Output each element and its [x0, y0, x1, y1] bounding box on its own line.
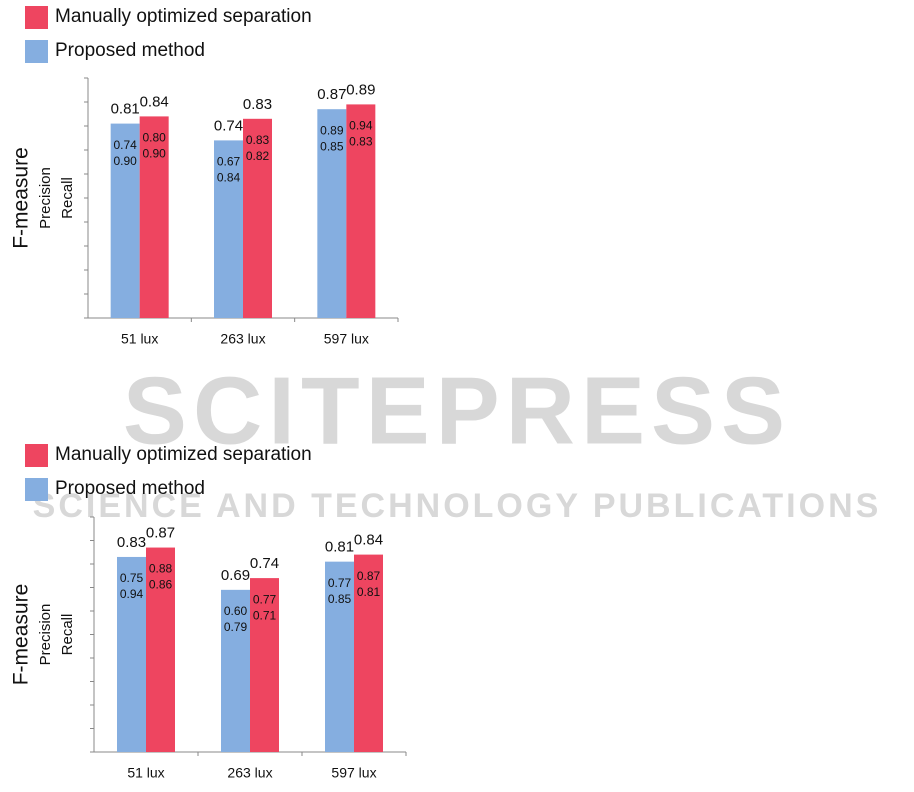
watermark-title: SCITEPRESS: [123, 357, 791, 464]
precision-label: 0.83: [246, 133, 270, 147]
precision-label: 0.74: [113, 138, 137, 152]
recall-label: 0.85: [320, 139, 344, 153]
legend-label: Proposed method: [55, 478, 205, 499]
recall-label: 0.71: [253, 608, 277, 622]
y-axis-label: Precision: [37, 167, 54, 229]
value-label: 0.81: [111, 101, 140, 118]
precision-label: 0.80: [142, 131, 166, 145]
bar: [146, 547, 175, 752]
legend-swatch: [25, 40, 48, 63]
value-label: 0.69: [221, 567, 250, 584]
recall-label: 0.84: [217, 171, 241, 185]
recall-label: 0.90: [142, 147, 166, 161]
bar: [117, 556, 146, 752]
precision-label: 0.67: [217, 155, 241, 169]
precision-label: 0.77: [328, 576, 352, 590]
watermark-subtitle: SCIENCE AND TECHNOLOGY PUBLICATIONS: [33, 487, 882, 525]
bar: [214, 140, 243, 318]
value-label: 0.81: [325, 539, 354, 556]
y-axis-label: Recall: [59, 177, 76, 219]
bar: [317, 109, 347, 318]
legend-swatch: [25, 444, 48, 467]
bar: [110, 123, 140, 318]
precision-label: 0.94: [349, 119, 373, 133]
value-label: 0.74: [214, 117, 243, 134]
legend-swatch: [25, 6, 48, 29]
x-tick-label: 51 lux: [121, 331, 158, 347]
legend-label: Proposed method: [55, 40, 205, 61]
y-axis-label: F-measure: [10, 584, 33, 686]
bar: [325, 561, 354, 752]
recall-label: 0.90: [113, 154, 137, 168]
recall-label: 0.94: [120, 587, 144, 601]
value-label: 0.87: [146, 525, 175, 542]
recall-label: 0.81: [357, 585, 381, 599]
x-tick-label: 263 lux: [227, 765, 272, 781]
recall-label: 0.82: [246, 149, 270, 163]
precision-label: 0.75: [120, 571, 144, 585]
bar: [346, 104, 376, 319]
bar: [354, 554, 383, 752]
recall-label: 0.86: [149, 578, 173, 592]
value-label: 0.84: [354, 532, 383, 549]
x-tick-label: 597 lux: [324, 331, 369, 347]
legend-swatch: [25, 478, 48, 501]
y-axis-label: Recall: [59, 614, 76, 656]
bar: [250, 578, 279, 752]
bar: [243, 118, 272, 318]
value-label: 0.83: [117, 534, 146, 551]
precision-label: 0.89: [320, 123, 344, 137]
bar: [221, 589, 250, 752]
x-tick-label: 597 lux: [331, 765, 376, 781]
precision-label: 0.87: [357, 569, 381, 583]
precision-label: 0.88: [149, 562, 173, 576]
precision-label: 0.77: [253, 592, 277, 606]
recall-label: 0.83: [349, 135, 373, 149]
x-tick-label: 263 lux: [220, 331, 265, 347]
recall-label: 0.85: [328, 592, 352, 606]
y-axis-label: Precision: [37, 604, 54, 666]
value-label: 0.89: [346, 81, 375, 98]
legend-label: Manually optimized separation: [55, 6, 312, 27]
recall-label: 0.79: [224, 620, 248, 634]
x-tick-label: 51 lux: [127, 765, 164, 781]
value-label: 0.74: [250, 555, 279, 572]
legend-label: Manually optimized separation: [55, 444, 312, 465]
value-label: 0.83: [243, 96, 272, 113]
y-axis-label: F-measure: [10, 147, 33, 249]
bar: [139, 116, 169, 319]
value-label: 0.87: [317, 86, 346, 103]
precision-label: 0.60: [224, 604, 248, 618]
value-label: 0.84: [140, 93, 169, 110]
